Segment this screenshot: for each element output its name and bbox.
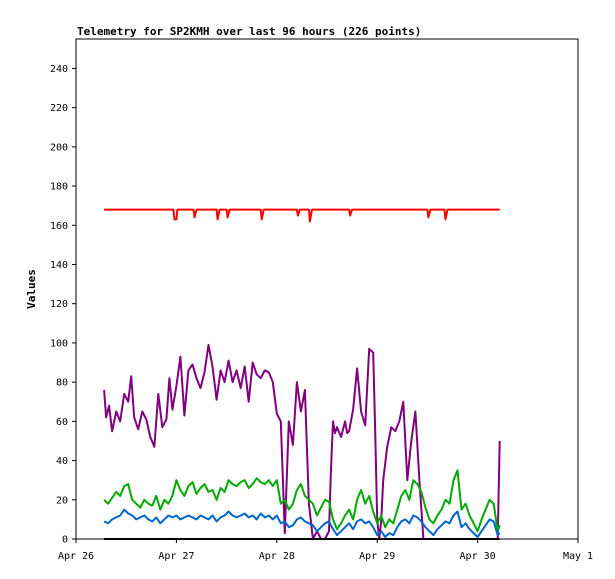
series-line-0 xyxy=(104,208,500,223)
y-tick-label: 200 xyxy=(50,142,68,153)
x-tick-label: Apr 30 xyxy=(460,551,496,562)
y-tick-label: 160 xyxy=(50,221,68,232)
x-tick-label: Apr 27 xyxy=(158,551,194,562)
x-tick-label: Apr 28 xyxy=(259,551,295,562)
x-tick-label: May 1 xyxy=(563,551,593,562)
y-axis: 0 20 40 60 80 100 120 140 160 180 200 220 240 xyxy=(50,64,76,546)
plot-frame xyxy=(75,38,579,540)
x-tick-label: Apr 26 xyxy=(58,551,94,562)
y-axis-label: Values xyxy=(25,269,38,309)
y-tick-label: 100 xyxy=(50,338,68,349)
y-tick-label: 140 xyxy=(50,260,68,271)
series-line-2 xyxy=(103,469,501,533)
y-tick-label: 0 xyxy=(62,535,68,546)
series-line-3 xyxy=(103,508,501,538)
y-tick-label: 40 xyxy=(56,456,68,467)
y-tick-label: 240 xyxy=(50,64,68,75)
y-tick-label: 220 xyxy=(50,103,68,114)
x-axis: Apr 26 Apr 27 Apr 28 Apr 29 Apr 30 May 1 xyxy=(58,539,593,562)
y-tick-label: 120 xyxy=(50,299,68,310)
series-layer xyxy=(103,208,501,540)
y-tick-label: 60 xyxy=(56,417,68,428)
y-tick-label: 180 xyxy=(50,182,68,193)
y-tick-label: 80 xyxy=(56,378,68,389)
x-tick-label: Apr 29 xyxy=(359,551,395,562)
chart-title: Telemetry for SP2KMH over last 96 hours … xyxy=(77,25,421,38)
y-tick-label: 20 xyxy=(56,495,68,506)
